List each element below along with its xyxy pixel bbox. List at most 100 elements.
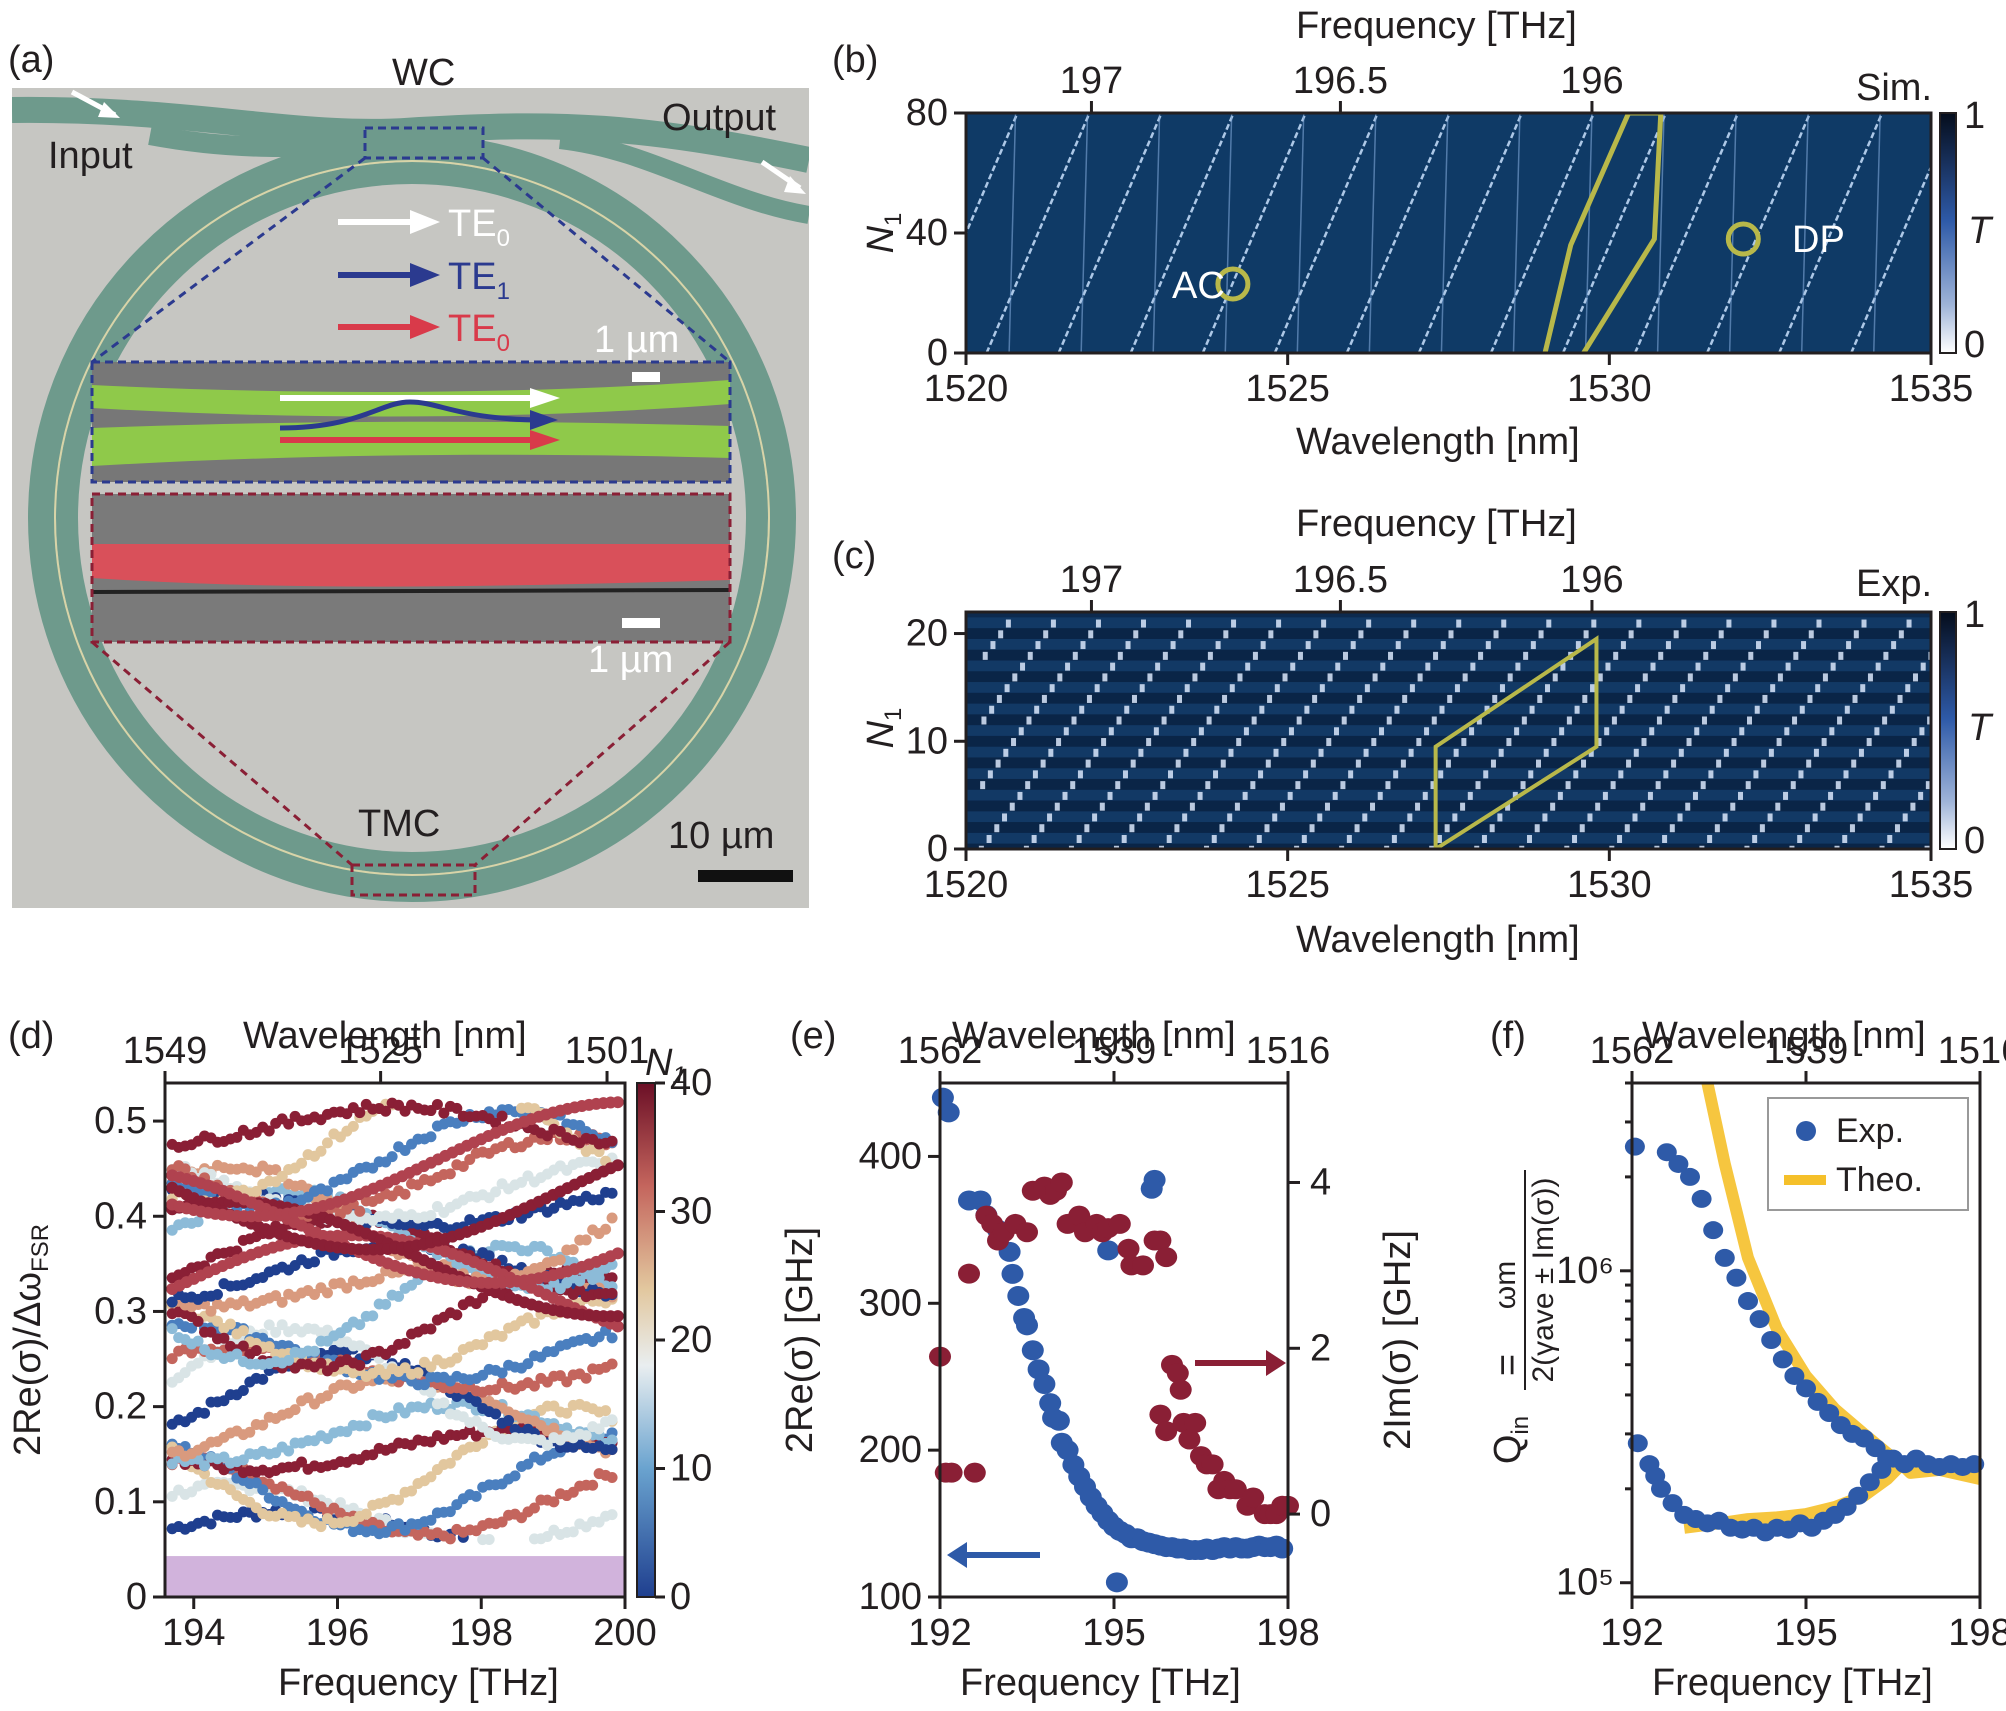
im-point — [1178, 1429, 1201, 1450]
resonance-dot — [1048, 748, 1054, 757]
resonance-dot — [1350, 641, 1356, 650]
data-point — [580, 1234, 592, 1246]
x-tick-label: 1535 — [1889, 864, 1974, 906]
legend-te0-red: TE0 — [448, 308, 510, 357]
resonance-dot — [1077, 770, 1083, 779]
top-tick-label: 196.5 — [1293, 60, 1388, 102]
resonance-dot — [1122, 770, 1128, 779]
resonance-dot — [1228, 748, 1234, 757]
resonance-dot — [1415, 802, 1421, 811]
x-tick-label: 198 — [1948, 1612, 2006, 1654]
resonance-dot — [1399, 824, 1405, 833]
data-point — [399, 1337, 411, 1349]
resonance-dot — [1911, 738, 1917, 747]
data-point — [218, 1332, 230, 1344]
resonance-dot — [1912, 673, 1918, 682]
resonance-dot — [1526, 834, 1532, 843]
resonance-dot — [1767, 813, 1773, 822]
data-point — [393, 1290, 405, 1302]
im-point — [1149, 1404, 1172, 1425]
data-point — [224, 1318, 236, 1330]
data-point — [211, 1315, 223, 1327]
panel-d-ylabel: 2Re(σ)/ΔωFSR — [7, 1224, 54, 1456]
resonance-dot — [1649, 727, 1655, 736]
data-point — [373, 1273, 385, 1285]
resonance-dot — [1591, 619, 1597, 628]
data-point — [593, 1146, 605, 1158]
resonance-dot — [1681, 619, 1687, 628]
resonance-dot — [1214, 705, 1220, 714]
resonance-dot — [1687, 673, 1693, 682]
resonance-dot — [1498, 748, 1504, 757]
x-tick-label: 198 — [1256, 1612, 1319, 1654]
resonance-dot — [1364, 684, 1370, 693]
resonance-dot — [982, 651, 988, 660]
resonance-dot — [1572, 834, 1578, 843]
data-point — [606, 1287, 618, 1299]
resonance-dot — [1557, 791, 1563, 800]
resonance-dot — [1175, 759, 1181, 768]
panel-f-axes: 192 195 198 1562 1539 1516 10⁵ 10⁶ — [1556, 1030, 2006, 1654]
resonance-dot — [1272, 813, 1278, 822]
data-point — [399, 1188, 411, 1200]
data-point — [321, 1390, 333, 1402]
resonance-dot — [1072, 651, 1078, 660]
resonance-dot — [1714, 824, 1720, 833]
resonance-dot — [1624, 824, 1630, 833]
resonance-dot — [1692, 791, 1698, 800]
panel-c-label: (c) — [832, 535, 876, 577]
resonance-dot — [1506, 738, 1512, 747]
resonance-dot — [1475, 781, 1481, 790]
resonance-dot — [1333, 727, 1339, 736]
data-point — [406, 1485, 418, 1497]
right-tick-label: 0 — [1310, 1493, 1331, 1535]
resonance-dot — [1790, 781, 1796, 790]
resonance-dot — [1685, 802, 1691, 811]
resonance-dot — [1789, 845, 1795, 849]
data-point — [451, 1309, 463, 1321]
resonance-dot — [1677, 813, 1683, 822]
resonance-dot — [1231, 619, 1237, 628]
resonance-dot — [1249, 845, 1255, 849]
exp-point — [1691, 1189, 1712, 1208]
data-point — [263, 1341, 275, 1353]
data-point — [606, 1471, 618, 1483]
resonance-dot — [1461, 738, 1467, 747]
data-point — [490, 1186, 502, 1198]
resonance-streak — [1273, 113, 1379, 353]
data-point — [587, 1274, 599, 1286]
im-point — [1224, 1479, 1247, 1500]
data-point — [199, 1460, 211, 1472]
data-point — [496, 1330, 508, 1342]
im-point — [940, 1462, 963, 1483]
data-point — [522, 1358, 534, 1370]
y-tick-label: 0.2 — [94, 1386, 147, 1428]
resonance-dot — [1002, 813, 1008, 822]
resonance-dot — [1903, 748, 1909, 757]
resonance-dot — [1282, 673, 1288, 682]
resonance-dot — [1117, 651, 1123, 660]
heatmap-row — [966, 703, 1931, 715]
resonance-dot — [1035, 641, 1041, 650]
resonance-dot — [1358, 630, 1364, 639]
resonance-dot — [1844, 705, 1850, 714]
resonance-dot — [1574, 705, 1580, 714]
resonance-dot — [1110, 662, 1116, 671]
resonance-dot — [1919, 727, 1925, 736]
resonance-dot — [1026, 716, 1032, 725]
resonance-dot — [1882, 716, 1888, 725]
annotation-circle — [1215, 266, 1251, 302]
resonance-dot — [1260, 641, 1266, 650]
resonance-dot — [1797, 834, 1803, 843]
resonance-dot — [1340, 781, 1346, 790]
resonance-streak — [985, 113, 1091, 353]
y-tick-label: 0 — [927, 332, 948, 374]
panel-b-label: (b) — [832, 39, 878, 81]
wc-box — [363, 126, 485, 160]
data-point — [315, 1357, 327, 1369]
resonance-dot — [1453, 748, 1459, 757]
legend-theo-label: Theo. — [1836, 1161, 1923, 1199]
im-point — [1050, 1172, 1073, 1193]
resonance-dot — [1394, 705, 1400, 714]
panel-e-plot — [929, 1087, 1299, 1593]
